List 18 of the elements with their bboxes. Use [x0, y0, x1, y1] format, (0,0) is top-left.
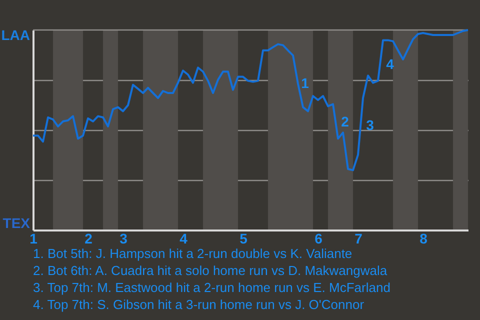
annotation: 4 [386, 56, 394, 72]
annotation: 3 [366, 117, 374, 133]
text: 2. Bot 6th: A. Cuadra hit a solo home run vs D. Makwangwala [33, 263, 388, 278]
annotation: 1 [301, 74, 310, 91]
x-tick-label: 1 [30, 230, 38, 246]
x-tick-label: 4 [180, 230, 188, 246]
x-tick-label: 8 [420, 230, 428, 246]
text: 3. Top 7th: M. Eastwood hit a 2-run home run vs E. McFarland [33, 280, 390, 295]
annotation: 2 [341, 114, 350, 130]
text: TEX [2, 215, 31, 231]
text: 4. Top 7th: S. Gibson hit a 3-run home run vs J. O'Connor [33, 297, 365, 312]
x-tick-label: 6 [314, 230, 323, 246]
text: 1. Bot 5th: J. Hampson hit a 2-run double vs K. Valiante [33, 246, 352, 261]
text: LAA [1, 27, 30, 43]
x-tick-label: 2 [84, 230, 93, 246]
x-tick-label: 5 [240, 230, 248, 246]
x-tick-label: 3 [120, 230, 128, 246]
x-tick-label: 7 [354, 230, 363, 246]
